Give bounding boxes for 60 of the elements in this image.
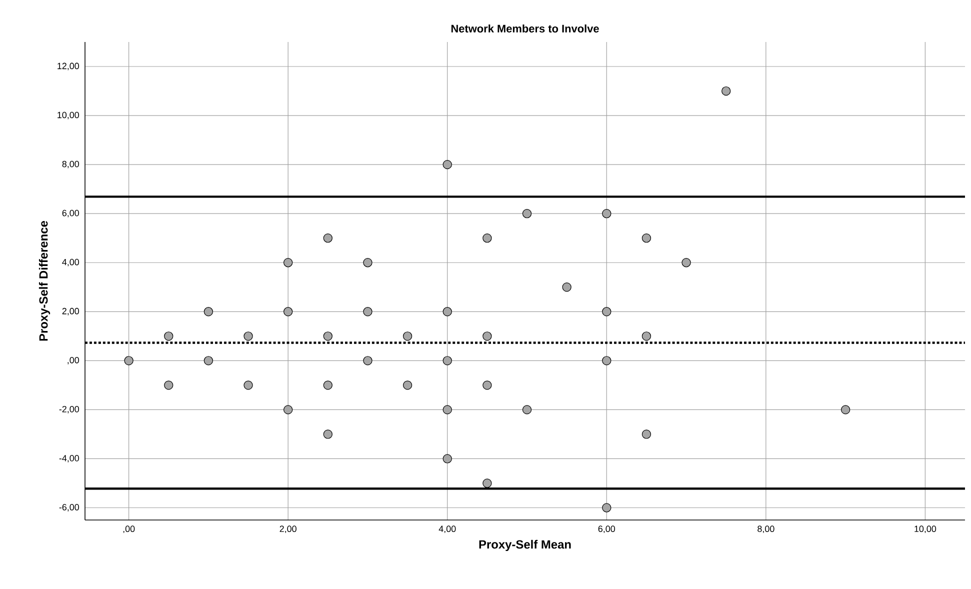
y-tick-label: -6,00 — [59, 504, 80, 512]
point — [642, 430, 652, 439]
y-axis-title: Proxy-Self Difference — [38, 220, 50, 341]
y-tick-label: 12,00 — [58, 62, 80, 70]
point — [562, 282, 572, 292]
point — [682, 258, 691, 268]
point — [442, 160, 452, 170]
point — [323, 234, 332, 243]
y-tick-label: -4,00 — [59, 455, 80, 462]
y-tick-label: 4,00 — [62, 258, 80, 266]
point — [244, 332, 253, 341]
x-axis-title: Proxy-Self Mean — [479, 540, 571, 552]
point — [323, 332, 332, 341]
y-tick-label: 6,00 — [62, 210, 80, 218]
point — [442, 307, 452, 316]
point — [363, 258, 372, 268]
point — [283, 258, 293, 268]
point — [840, 405, 850, 414]
point — [124, 356, 134, 366]
chart-title: Network Members to Involve — [451, 24, 599, 32]
point — [402, 380, 412, 390]
point — [602, 209, 612, 218]
point — [482, 380, 492, 390]
point — [283, 405, 293, 414]
point — [244, 380, 253, 390]
point — [722, 86, 731, 96]
point — [164, 380, 174, 390]
point — [602, 356, 612, 366]
point — [323, 380, 332, 390]
x-tick-label: ,00 — [123, 526, 135, 534]
point — [482, 478, 492, 488]
point — [363, 307, 372, 316]
point — [363, 356, 372, 366]
x-tick-label: 10,00 — [914, 526, 936, 534]
point — [283, 307, 293, 316]
point — [442, 454, 452, 464]
point — [602, 307, 612, 316]
point — [482, 332, 492, 341]
point — [442, 405, 452, 414]
point — [442, 356, 452, 366]
point — [402, 332, 412, 341]
point — [204, 307, 214, 316]
point — [522, 405, 532, 414]
y-tick-label: 2,00 — [62, 308, 80, 316]
point — [482, 234, 492, 243]
point — [522, 209, 532, 218]
x-tick-label: 2,00 — [280, 526, 296, 534]
y-tick-label: 10,00 — [58, 112, 80, 120]
x-tick-label: 4,00 — [438, 526, 456, 534]
point — [204, 356, 214, 366]
y-tick-label: -2,00 — [59, 406, 80, 414]
y-tick-label: ,00 — [68, 356, 80, 364]
point — [642, 234, 652, 243]
point — [602, 503, 612, 512]
point — [642, 332, 652, 341]
x-tick-label: 6,00 — [598, 526, 616, 534]
x-tick-label: 8,00 — [758, 526, 774, 534]
y-tick-label: 8,00 — [62, 160, 80, 168]
point — [323, 430, 332, 439]
point — [164, 332, 174, 341]
